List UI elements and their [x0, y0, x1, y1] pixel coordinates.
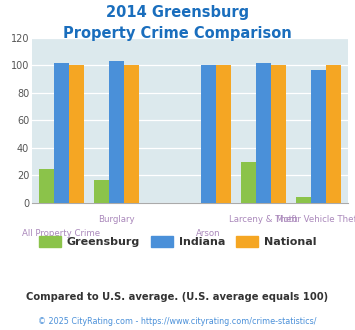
- Text: 2014 Greensburg: 2014 Greensburg: [106, 5, 249, 20]
- Text: © 2025 CityRating.com - https://www.cityrating.com/crime-statistics/: © 2025 CityRating.com - https://www.city…: [38, 317, 317, 326]
- Bar: [296, 197, 311, 203]
- Text: All Property Crime: All Property Crime: [22, 229, 100, 238]
- Legend: Greensburg, Indiana, National: Greensburg, Indiana, National: [34, 232, 321, 252]
- Bar: [326, 65, 340, 203]
- Bar: [54, 63, 69, 203]
- Bar: [109, 61, 124, 203]
- Bar: [311, 70, 326, 203]
- Bar: [201, 65, 216, 203]
- Text: Property Crime Comparison: Property Crime Comparison: [63, 26, 292, 41]
- Text: Larceny & Theft: Larceny & Theft: [229, 215, 298, 224]
- Text: Arson: Arson: [196, 229, 221, 238]
- Bar: [216, 65, 230, 203]
- Bar: [124, 65, 138, 203]
- Bar: [94, 180, 109, 203]
- Bar: [256, 63, 271, 203]
- Bar: [39, 169, 54, 203]
- Bar: [241, 162, 256, 203]
- Text: Compared to U.S. average. (U.S. average equals 100): Compared to U.S. average. (U.S. average …: [26, 292, 329, 302]
- Text: Motor Vehicle Theft: Motor Vehicle Theft: [277, 215, 355, 224]
- Text: Burglary: Burglary: [98, 215, 135, 224]
- Bar: [271, 65, 285, 203]
- Bar: [69, 65, 83, 203]
